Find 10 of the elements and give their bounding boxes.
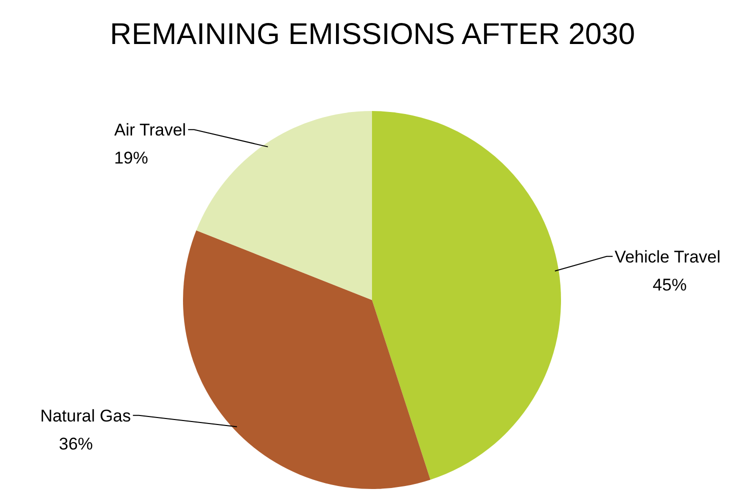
slice-label: Natural Gas xyxy=(40,406,131,426)
slice-label: Air Travel xyxy=(114,120,186,140)
slice-label: Vehicle Travel xyxy=(614,247,721,266)
data-label: 19% xyxy=(114,148,148,168)
pie-slice xyxy=(196,111,372,300)
data-label: 36% xyxy=(58,434,93,454)
chart-title: REMAINING EMISSIONS AFTER 2030 xyxy=(110,18,636,51)
pie-slice xyxy=(183,230,430,489)
pie-slice xyxy=(372,111,561,480)
data-label: 45% xyxy=(652,275,687,294)
